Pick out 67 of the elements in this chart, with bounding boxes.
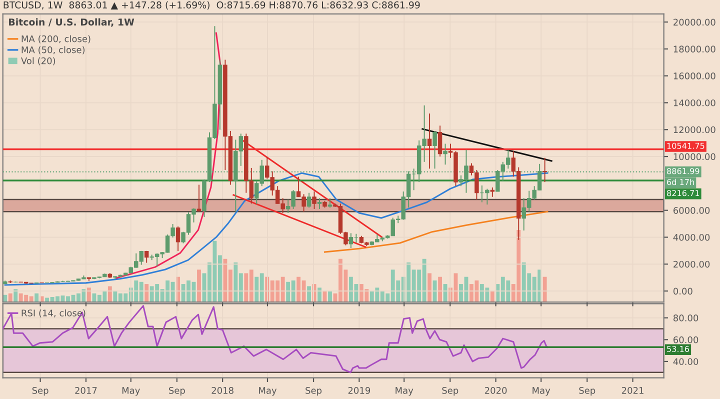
bar: [428, 273, 432, 302]
bar: [432, 280, 437, 302]
line-series: [324, 210, 548, 253]
ref-line-label: 53.16: [667, 346, 690, 352]
x-tick-label: May: [122, 387, 140, 396]
candlestick: [196, 184, 202, 212]
legend-label: MA (200, close): [22, 35, 90, 44]
bar: [108, 286, 112, 302]
line-series: [2, 305, 548, 374]
bar: [542, 276, 547, 302]
x-tick-label: Sep: [306, 387, 322, 396]
bar: [307, 286, 311, 302]
legend-label: Vol (20): [21, 57, 56, 66]
candlestick: [427, 113, 432, 170]
bar: [34, 293, 39, 302]
y-tick-label: 20000.00: [674, 18, 716, 26]
x-tick-label: Sep: [32, 387, 48, 396]
x-tick-label: 2017: [75, 387, 97, 394]
ref-line-label: 8216.71: [667, 190, 700, 196]
bar: [144, 284, 149, 302]
y-tick-label: 4000.00: [673, 234, 710, 241]
x-tick-label: Sep: [169, 387, 185, 396]
candlestick: [542, 157, 547, 183]
candlestick: [443, 143, 448, 166]
line-series: [4, 172, 548, 286]
bar: [14, 289, 18, 302]
bar: [318, 288, 322, 302]
ref-line-label: 10541.75: [667, 142, 704, 149]
y-tick-label: 2000.00: [674, 260, 710, 268]
x-tick-label: 2020: [484, 387, 507, 394]
y-tick-label: 6000.00: [674, 207, 710, 214]
candlestick: [312, 191, 316, 210]
x-tick-label: Sep: [442, 387, 458, 396]
candlestick: [432, 130, 437, 170]
candlestick: [176, 226, 180, 252]
x-tick-label: Sep: [579, 387, 596, 396]
y-tick-label: 18000.00: [674, 46, 716, 52]
bar: [328, 291, 332, 302]
y-tick-label: 12000.00: [674, 126, 716, 134]
bar: [8, 293, 12, 302]
candlestick: [490, 186, 495, 198]
ref-line-label: 8861.99: [667, 168, 700, 174]
x-tick-label: May: [532, 387, 550, 396]
bar: [438, 276, 442, 302]
candlestick: [317, 198, 322, 210]
bar: [86, 288, 91, 302]
candlestick: [438, 125, 442, 158]
x-tick-label: May: [396, 387, 414, 396]
y-tick-label: 10000.00: [674, 153, 716, 160]
x-tick-label: 2018: [212, 387, 234, 394]
chart-subtitle: Bitcoin / U.S. Dollar, 1W: [9, 18, 134, 27]
candlestick: [306, 192, 312, 208]
chart-title: BTCUSD, 1W 8863.01 ▲ +147.28 (+1.69%) O:8715.69 H:8870.76 L:8632.93 C:8861.99: [4, 1, 420, 10]
text: 6d 17h: [667, 178, 694, 186]
x-tick-label: 2019: [348, 387, 370, 394]
legend-label: MA (50, close): [22, 46, 85, 54]
x-tick-label: May: [259, 387, 277, 396]
y-tick-label: 60.00: [674, 336, 698, 344]
y-tick-label: 16000.00: [674, 72, 716, 80]
x-tick-label: 2021: [622, 387, 644, 394]
y-tick-label: 14000.00: [674, 99, 716, 106]
candlestick: [328, 198, 332, 208]
bar: [490, 291, 494, 302]
bar: [197, 270, 201, 302]
y-tick-label: 0.00: [673, 288, 692, 295]
y-tick-label: 40.00: [673, 358, 698, 366]
y-tick-label: 80.00: [673, 314, 698, 322]
